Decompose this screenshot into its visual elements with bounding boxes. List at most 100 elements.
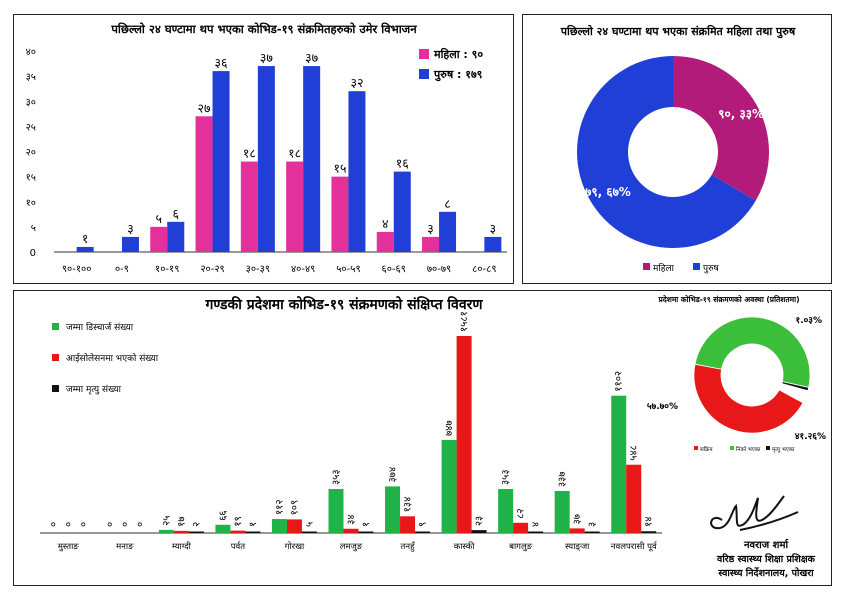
bar-discharged (158, 529, 174, 533)
x-tick-label: १०-१९ (155, 264, 179, 275)
bar-isolation (456, 336, 472, 533)
bar-isolation (286, 519, 302, 533)
x-tick-label: ०-९ (115, 264, 129, 275)
legend-label: महिला : ९० (433, 47, 483, 61)
donut-slice (693, 363, 804, 434)
bar-data-label: ३ (427, 221, 434, 236)
x-tick-label: स्याङ्जा (565, 542, 590, 552)
legend-label: मृत्यु भएका (772, 447, 795, 453)
x-tick-label: मनाङ (116, 542, 134, 552)
age-breakdown-panel: पछिल्लो २४ घण्टामा थप भएका कोभिड-१९ संक्… (13, 14, 514, 284)
age-breakdown-chart: पछिल्लो २४ घण्टामा थप भएका कोभिड-१९ संक्… (26, 22, 507, 275)
bar-data-label: १९ (233, 516, 244, 526)
x-tick-label: २०-२९ (200, 264, 224, 275)
bar-deaths (528, 531, 544, 533)
bar-data-label: १ (361, 522, 372, 527)
slice-label: ४१.२६% (795, 432, 826, 442)
bar-data-label: ३४ (346, 514, 357, 524)
legend-label: सक्रिय (700, 446, 713, 453)
bar-female (150, 226, 168, 252)
status-chart-title: प्रदेशमा कोभिड-१९ संक्रमणको अवस्था (प्रत… (657, 295, 799, 304)
bar-data-label: ० (120, 522, 131, 527)
bar-data-label: ३७ (260, 50, 273, 65)
bar-data-label: १६ (396, 156, 409, 171)
x-tick-label: बागलुङ (509, 542, 533, 552)
bar-data-label: ३ (127, 221, 134, 236)
bar-deaths (188, 531, 204, 533)
bar-male (212, 71, 230, 252)
y-tick-label: ३५ (26, 72, 36, 83)
bar-data-label: १७ (176, 516, 187, 526)
bar-data-label: २५ (161, 515, 172, 525)
bar-data-label: ३ (587, 522, 598, 527)
bar-data-label: ८ (444, 196, 451, 211)
bar-deaths (358, 531, 374, 533)
legend-swatch (730, 446, 734, 450)
bar-female (195, 116, 213, 252)
legend-label: पुरुष : १७९ (433, 68, 483, 82)
bar-data-label: १५८१ (459, 311, 470, 332)
x-tick-label: ५०-५९ (336, 264, 360, 275)
bar-data-label: ८२ (516, 508, 527, 518)
bar-data-label: १ (82, 231, 89, 246)
donut-slice (694, 316, 811, 388)
x-tick-label: मुस्ताङ (58, 542, 79, 552)
x-tick-label: ३०-३९ (246, 264, 270, 275)
bar-data-label: १ (248, 522, 259, 527)
signatory-office: स्वास्थ्य निर्देशनालय, पोखरा (717, 567, 814, 579)
district-summary-chart: गण्डकी प्रदेशमा कोभिड-१९ संक्रमणको संक्ष… (40, 295, 826, 552)
bar-data-label: ३६ (215, 55, 228, 70)
bar-discharged (328, 489, 344, 533)
bar-data-label: १०९ (289, 500, 300, 516)
bar-data-label: ३ (490, 221, 497, 236)
y-tick-label: २० (26, 148, 36, 159)
bar-male (484, 236, 502, 252)
bar-data-label: २ (191, 522, 202, 527)
bar-data-label: ३७ (572, 514, 583, 524)
x-tick-label: म्याग्दी (172, 541, 192, 552)
bar-isolation (400, 516, 416, 533)
bar-deaths (301, 531, 317, 533)
bar-data-label: ३२ (350, 75, 363, 90)
gender-panel: पछिल्लो २४ घण्टामा थप भएका संक्रमित महिल… (522, 14, 832, 284)
district-chart-title: गण्डकी प्रदेशमा कोभिड-१९ संक्रमणको संक्ष… (205, 296, 484, 313)
legend-swatch (52, 354, 59, 361)
bar-male (393, 171, 411, 252)
bar-male (167, 221, 185, 252)
bar-isolation (173, 530, 189, 533)
bar-deaths (415, 531, 431, 533)
legend-swatch (694, 446, 698, 450)
x-tick-label: तनहुँ (401, 541, 416, 552)
signatory-name: नवराज शर्मा (743, 538, 789, 551)
legend-label: पुरुष (703, 264, 719, 274)
donut-slice-female (673, 56, 769, 201)
bar-female (240, 161, 258, 252)
legend-label: जम्मा डिस्चार्ज संख्या (66, 321, 134, 333)
bar-data-label: ० (63, 522, 74, 527)
legend-swatch (419, 49, 429, 59)
age-chart-title: पछिल्लो २४ घण्टामा थप भएका कोभिड-१९ संक्… (110, 22, 417, 36)
bar-data-label: ४ (382, 216, 389, 231)
x-tick-label: ८०-८९ (472, 264, 496, 275)
handwritten-signature-mark (710, 495, 799, 531)
bar-isolation (569, 528, 585, 533)
x-tick-label: कास्की (454, 541, 476, 552)
bar-data-label: ३७४ (388, 467, 399, 483)
bar-data-label: ११२ (274, 499, 285, 515)
donut-slice (781, 381, 810, 392)
gender-chart-title: पछिल्लो २४ घण्टामा थप भएका संक्रमित महिल… (560, 24, 796, 39)
bar-discharged (385, 486, 401, 533)
x-tick-label: ९०-१०० (62, 264, 92, 275)
legend-swatch (419, 69, 429, 79)
y-tick-label: १५ (26, 173, 36, 184)
x-tick-label: लमजुङ (340, 542, 363, 552)
y-tick-label: १० (26, 198, 36, 209)
bar-male (76, 246, 94, 252)
bar-data-label: ० (105, 522, 116, 527)
district-summary-panel: गण्डकी प्रदेशमा कोभिड-१९ संक्रमणको संक्ष… (13, 290, 832, 586)
bar-data-label: ६ (172, 206, 179, 221)
bar-male (439, 211, 457, 252)
bar-data-label: ६६ (218, 510, 229, 520)
bar-data-label: ३५३ (501, 469, 512, 485)
bar-data-label: १८ (288, 146, 301, 161)
